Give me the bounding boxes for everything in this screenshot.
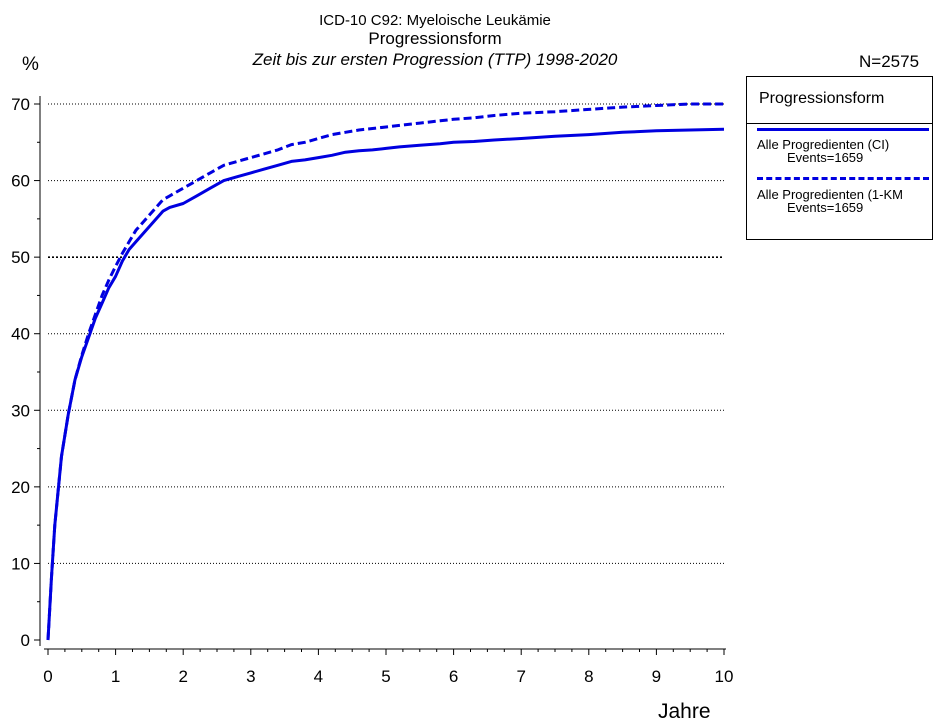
chart-title: ICD-10 C92: Myeloische Leukämie	[319, 12, 551, 29]
chart-subtitle-period: Zeit bis zur ersten Progression (TTP) 19…	[252, 50, 618, 69]
y-tick-label: 40	[11, 325, 30, 344]
x-tick-label: 4	[314, 667, 323, 686]
legend-entry-label: Alle Progredienten (CI)	[757, 137, 890, 152]
series-line-km	[46, 102, 724, 641]
legend-title: Progressionsform	[759, 90, 885, 107]
x-tick-label: 6	[449, 667, 458, 686]
legend-divider	[747, 123, 932, 124]
legend-entry-label: Alle Progredienten (1-KM	[757, 187, 903, 202]
x-tick-label: 5	[381, 667, 390, 686]
x-tick-label: 2	[178, 667, 187, 686]
x-tick-label: 3	[246, 667, 255, 686]
y-tick-label: 0	[21, 631, 30, 650]
y-tick-label: 70	[11, 95, 30, 114]
y-tick-label: 60	[11, 172, 30, 191]
y-axis-label: %	[22, 54, 39, 75]
chart-subtitle: Progressionsform	[368, 29, 502, 48]
x-tick-label: 7	[516, 667, 525, 686]
y-tick-label: 50	[11, 248, 30, 267]
x-tick-label: 0	[43, 667, 52, 686]
x-tick-label: 8	[584, 667, 593, 686]
y-tick-label: 20	[11, 478, 30, 497]
x-axis-label: Jahre	[658, 700, 711, 723]
x-tick-label: 9	[652, 667, 661, 686]
series-line-ci	[46, 127, 725, 641]
legend-solid-line-swatch	[757, 128, 929, 131]
y-tick-label: 10	[11, 554, 30, 573]
x-tick-label: 1	[111, 667, 120, 686]
x-tick-label: 10	[715, 667, 734, 686]
legend-entry-events: Events=1659	[787, 200, 864, 215]
sample-size-label: N=2575	[859, 52, 920, 71]
y-tick-label: 30	[11, 401, 30, 420]
legend: Progressionsform Alle Progredienten (CI)…	[746, 76, 933, 240]
legend-entry-events: Events=1659	[787, 150, 864, 165]
legend-dashed-line-swatch	[757, 177, 929, 180]
